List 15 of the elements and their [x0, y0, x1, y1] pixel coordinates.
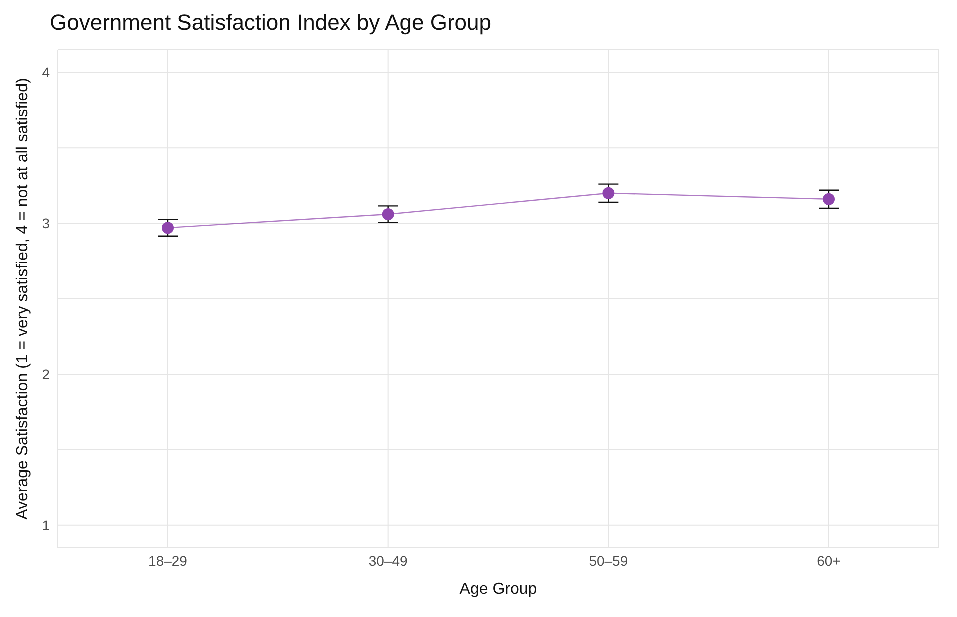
x-tick-label: 50–59 [589, 552, 628, 569]
y-tick-label: 1 [42, 517, 50, 534]
y-tick-label: 4 [42, 64, 50, 81]
x-tick-label: 18–29 [148, 552, 188, 569]
y-tick-label: 3 [42, 216, 50, 232]
point [382, 208, 394, 220]
chart-title: Government Satisfaction Index by Age Group [49, 9, 492, 37]
y-tick-label: 2 [42, 366, 50, 382]
y-axis-title: Average Satisfaction (1 = very satisfied, 4 = not at all satisfied) [14, 78, 32, 520]
point [162, 222, 174, 234]
x-axis-title: Age Group [460, 581, 538, 598]
point [823, 193, 835, 206]
point [602, 187, 615, 200]
x-tick-label: 60+ [817, 552, 841, 569]
x-tick-label: 30–49 [368, 552, 408, 569]
